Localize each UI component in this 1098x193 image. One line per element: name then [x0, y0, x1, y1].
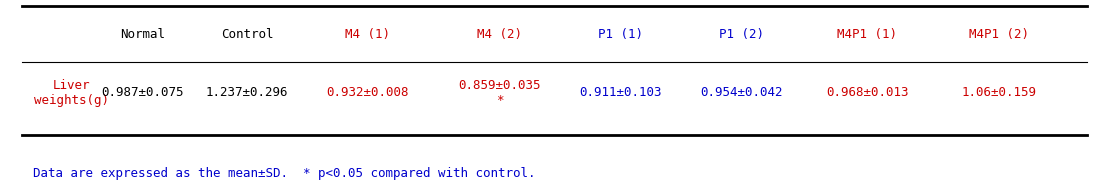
Text: Liver
weights(g): Liver weights(g) [34, 79, 109, 107]
Text: 0.987±0.075: 0.987±0.075 [101, 86, 184, 99]
Text: M4P1 (2): M4P1 (2) [970, 28, 1029, 41]
Text: Normal: Normal [121, 28, 165, 41]
Text: Data are expressed as the mean±SD.  * p<0.05 compared with control.: Data are expressed as the mean±SD. * p<0… [33, 167, 536, 180]
Text: 1.06±0.159: 1.06±0.159 [962, 86, 1037, 99]
Text: 0.859±0.035
*: 0.859±0.035 * [458, 79, 541, 107]
Text: P1 (2): P1 (2) [719, 28, 763, 41]
Text: 0.911±0.103: 0.911±0.103 [579, 86, 662, 99]
Text: 1.237±0.296: 1.237±0.296 [205, 86, 289, 99]
Text: M4 (1): M4 (1) [346, 28, 390, 41]
Text: M4 (2): M4 (2) [478, 28, 522, 41]
Text: P1 (1): P1 (1) [598, 28, 642, 41]
Text: 0.954±0.042: 0.954±0.042 [699, 86, 783, 99]
Text: 0.968±0.013: 0.968±0.013 [826, 86, 909, 99]
Text: M4P1 (1): M4P1 (1) [838, 28, 897, 41]
Text: 0.932±0.008: 0.932±0.008 [326, 86, 410, 99]
Text: Control: Control [221, 28, 273, 41]
